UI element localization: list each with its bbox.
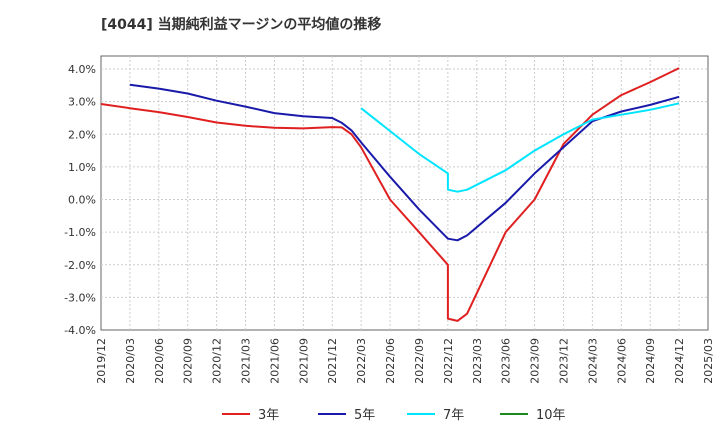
x-tick-label: 2020/03	[124, 338, 137, 384]
y-tick-label: -3.0%	[64, 291, 96, 304]
x-tick-label: 2023/06	[500, 338, 513, 384]
x-tick-label: 2022/03	[355, 338, 368, 384]
y-tick-label: 0.0%	[68, 194, 96, 207]
series-line	[360, 102, 680, 193]
x-tick-label: 2022/12	[442, 338, 455, 384]
x-tick-label: 2021/09	[297, 338, 310, 384]
x-tick-label: 2022/09	[413, 338, 426, 384]
x-tick-label: 2019/12	[95, 338, 108, 384]
x-tick-label: 2020/09	[182, 338, 195, 384]
x-tick-label: 2023/12	[557, 338, 570, 384]
x-tick-label: 2022/06	[384, 338, 397, 384]
chart-title: [4044] 当期純利益マージンの平均値の推移	[101, 17, 382, 33]
x-tick-label: 2024/06	[615, 338, 628, 384]
y-tick-label: -2.0%	[64, 259, 96, 272]
legend-label: 10年	[536, 408, 566, 423]
x-tick-label: 2025/03	[702, 338, 715, 384]
legend-label: 3年	[258, 408, 279, 423]
x-tick-label: 2024/12	[673, 338, 686, 384]
series-layer	[100, 67, 680, 322]
x-tick-label: 2024/03	[586, 338, 599, 384]
x-tick-label: 2020/12	[211, 338, 224, 384]
y-tick-label: 4.0%	[68, 63, 96, 76]
y-tick-label: -1.0%	[64, 226, 96, 239]
x-tick-label: 2021/06	[268, 338, 281, 384]
grid-layer	[100, 55, 709, 331]
x-tick-label: 2020/06	[153, 338, 166, 384]
legend-label: 5年	[354, 408, 375, 423]
x-tick-label: 2021/03	[240, 338, 253, 384]
series-line	[129, 83, 680, 242]
x-tick-label: 2024/09	[644, 338, 657, 384]
series-line	[100, 67, 680, 322]
x-tick-label: 2023/03	[471, 338, 484, 384]
x-tick-label: 2023/09	[529, 338, 542, 384]
axis-layer: 2019/12 2020/03 2020/06 2020/09 2020/12 2021/…	[64, 63, 715, 384]
legend-label: 7年	[443, 408, 464, 423]
y-tick-label: 3.0%	[68, 96, 96, 109]
x-tick-label: 2021/12	[326, 338, 339, 384]
plot-frame	[100, 55, 709, 331]
y-tick-label: 2.0%	[68, 128, 96, 141]
legend: 3年 5年 7年 10年	[222, 408, 566, 423]
y-tick-label: 1.0%	[68, 161, 96, 174]
y-tick-label: -4.0%	[64, 324, 96, 337]
